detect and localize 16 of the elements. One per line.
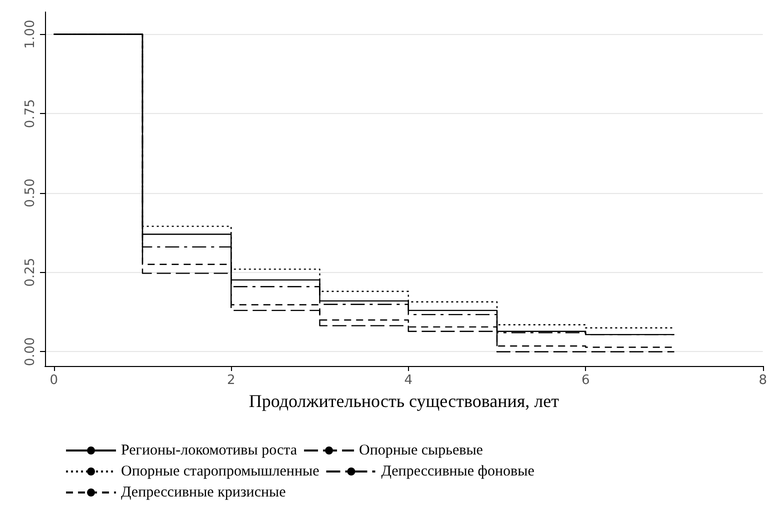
y-tick-label: 0.00 [23, 337, 38, 366]
x-tick-label: 6 [581, 373, 590, 388]
y-tick-label: 0.75 [23, 99, 38, 128]
y-tick-label: 0.25 [23, 258, 38, 287]
x-tick-label: 2 [226, 373, 236, 388]
legend-label: Депрессивные фоновые [381, 464, 535, 480]
x-tick-label: 0 [50, 373, 58, 388]
legend-label: Опорные сырьевые [359, 442, 484, 458]
legend-label: Опорные старопромышленные [121, 464, 320, 480]
x-tick-label: 8 [758, 373, 768, 388]
y-tick-label: 0.50 [23, 178, 38, 208]
legend-label: Депрессивные кризисные [121, 484, 286, 500]
x-tick-label: 4 [404, 373, 413, 388]
x-axis-title: Продолжительность существования, лет [248, 390, 560, 411]
legend-label: Регионы-локомотивы роста [121, 442, 298, 458]
y-tick-label: 1.00 [23, 20, 38, 49]
